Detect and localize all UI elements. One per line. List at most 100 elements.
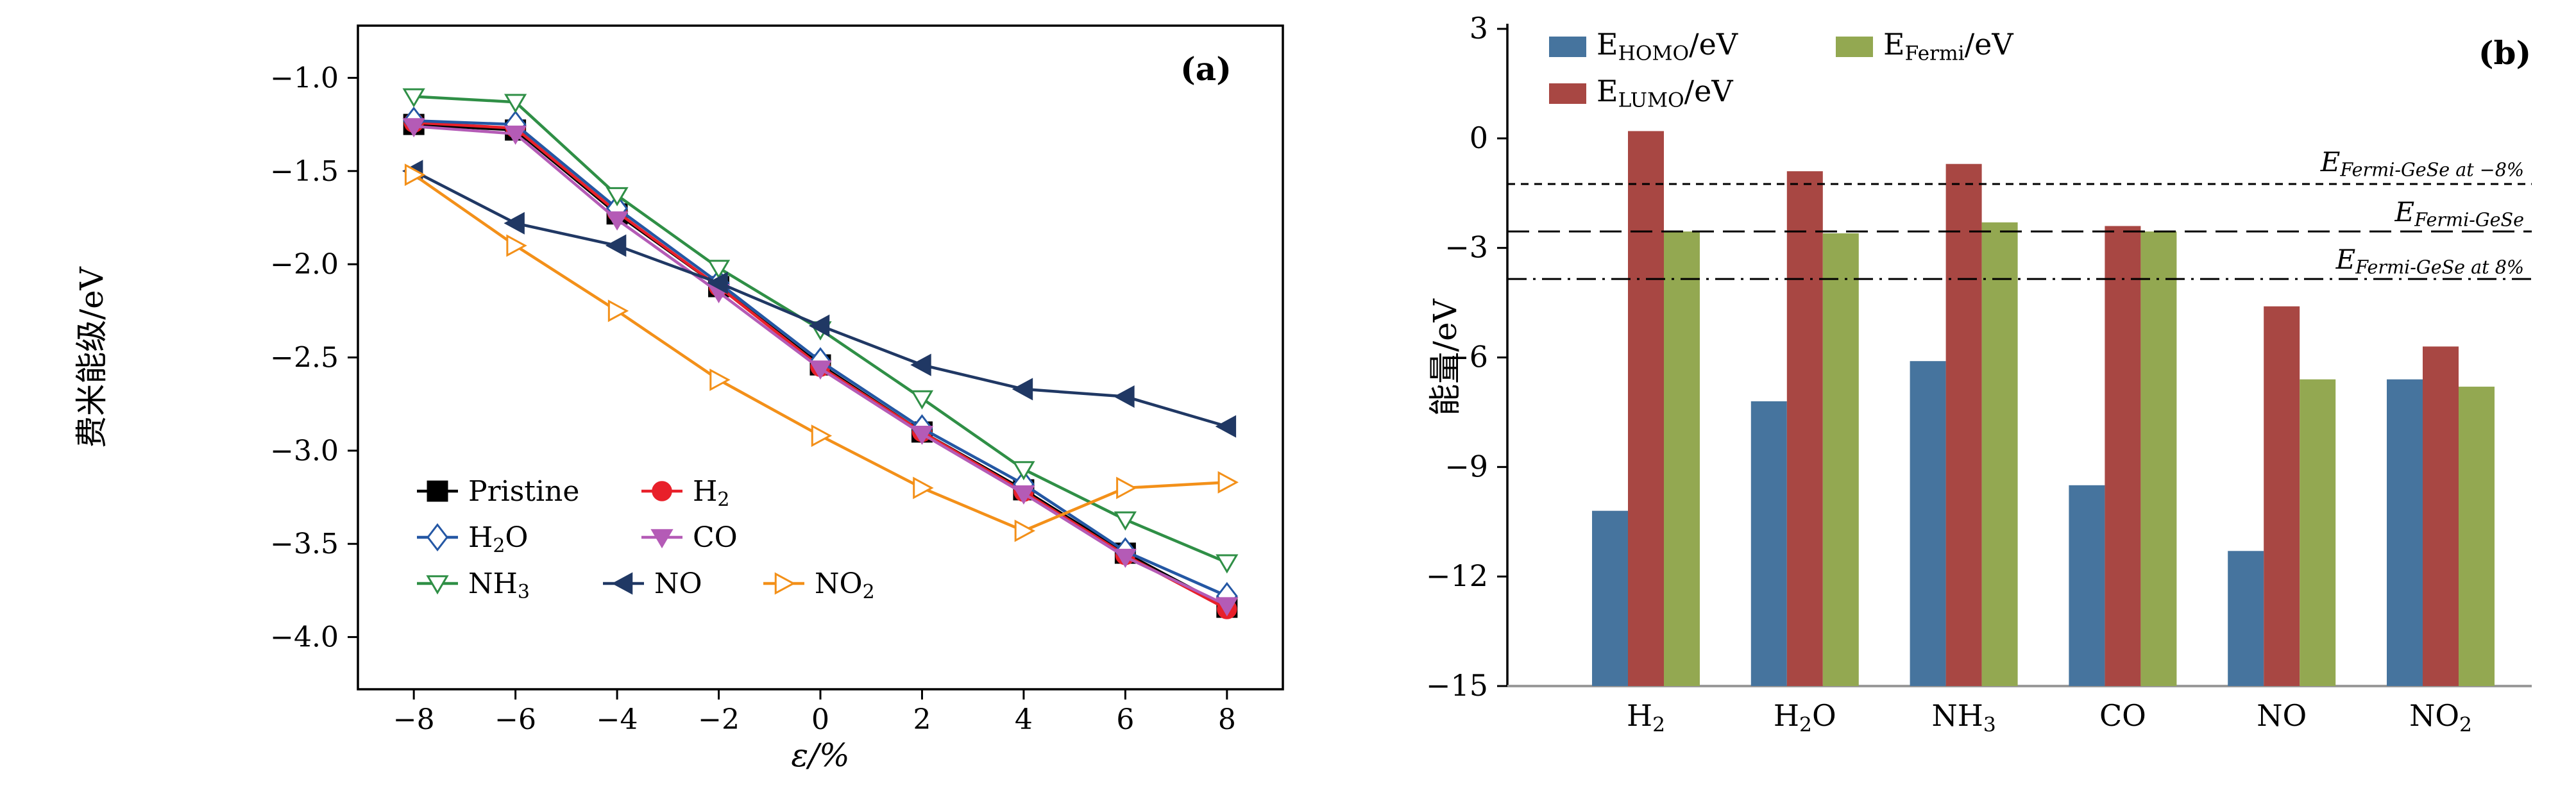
legend-marker-Pristine: [427, 480, 448, 502]
series-marker-NH3: [707, 260, 731, 280]
series-marker-NO: [808, 314, 830, 337]
series-marker-CO: [402, 118, 425, 138]
series-marker-NH3: [402, 88, 425, 108]
bar-E_LUMO-0: [1628, 131, 1664, 686]
series-marker-CO: [809, 360, 832, 380]
category-label: NO2: [2409, 698, 2472, 736]
series-marker-CO: [910, 425, 934, 445]
series-marker-NO2: [1116, 476, 1137, 499]
legend-item-E_HOMO: EHOMO/eV: [1549, 27, 1738, 65]
x-tick-label: −4: [597, 703, 638, 736]
bar-E_Fermi-1: [1822, 233, 1859, 686]
panel-b-chart: 3 0 −3 −6 −9 −12 −15 H2 H2O NH3 CO NO NO2 EFermi-GeSe…: [1426, 11, 2532, 736]
bar-E_HOMO-3: [2069, 485, 2105, 686]
legend-label-NO: NO: [654, 567, 702, 600]
legend-item-H2O: H2O: [417, 521, 528, 557]
bar-E_LUMO-5: [2423, 346, 2459, 686]
y-tick-label: −2.5: [270, 342, 339, 374]
legend-item-CO: CO: [641, 521, 738, 554]
legend-item-NO: NO: [603, 567, 702, 600]
y-tick-label: −12: [1426, 558, 1488, 593]
series-marker-NO2: [811, 424, 833, 448]
panel-label-b: (b): [2479, 34, 2531, 72]
legend-label-Pristine: Pristine: [468, 475, 579, 508]
bar-E_LUMO-1: [1786, 171, 1823, 686]
y-tick-label: −1.0: [270, 62, 339, 94]
legend-swatch-E_HOMO: [1549, 37, 1586, 57]
plot-frame: [357, 24, 1284, 691]
series-marker-NH3: [910, 390, 934, 410]
legend-swatch-E_LUMO: [1549, 83, 1586, 104]
y-tick-label: 0: [1470, 121, 1488, 155]
legend-item-E_LUMO: ELUMO/eV: [1549, 74, 1733, 112]
y-tick-label: −6: [1445, 340, 1488, 374]
bar-E_Fermi-4: [2300, 379, 2336, 686]
series-marker-NO2: [404, 163, 426, 187]
bar-E_HOMO-4: [2228, 551, 2264, 686]
bar-E_HOMO-0: [1592, 510, 1628, 686]
series-marker-NO: [910, 353, 931, 376]
bar-E_Fermi-3: [2140, 231, 2177, 687]
bar-E_Fermi-2: [1981, 222, 2018, 686]
category-label: NO: [2257, 698, 2307, 733]
series-marker-NH3: [1012, 461, 1035, 481]
bar-E_Fermi-5: [2459, 387, 2495, 686]
legend-marker-H2O: [427, 523, 448, 551]
series-marker-NH3: [606, 187, 629, 206]
legend-label-NO2: NO2: [815, 567, 875, 603]
y-tick-label: −1.5: [270, 155, 339, 188]
series-marker-NO: [1012, 378, 1033, 401]
series-marker-NO: [1114, 385, 1135, 408]
x-tick-label: 4: [1015, 703, 1033, 736]
legend-item-Pristine: Pristine: [417, 475, 579, 508]
legend-label-CO: CO: [693, 521, 738, 554]
bar-E_LUMO-2: [1945, 163, 1982, 686]
bar-E_HOMO-2: [1910, 361, 1946, 686]
series-line-NO: [413, 169, 1228, 428]
bar-E_Fermi-0: [1664, 231, 1700, 687]
series-marker-NH3: [1114, 511, 1137, 531]
category-label: NH3: [1931, 698, 1996, 736]
legend-item-E_Fermi: EFermi/eV: [1836, 27, 2013, 65]
series-marker-NO: [504, 212, 525, 235]
y-tick-label: −3: [1445, 230, 1488, 265]
y-axis-label: 费米能级/eV: [73, 266, 110, 448]
series-marker-NH3: [504, 94, 527, 113]
series-marker-CO: [606, 211, 629, 231]
bar-E_HOMO-5: [2387, 379, 2423, 686]
y-axis-label: 能量/eV: [1427, 298, 1464, 415]
y-tick-label: −15: [1426, 668, 1488, 703]
reference-label-1: EFermi-GeSe: [2394, 196, 2524, 231]
x-axis-label: ε/%: [791, 737, 849, 774]
panel-a-chart: −4.0 −3.5 −3.0 −2.5 −2.0 −1.5 −1.0 −8 −6 −4 −2 0 2 4 6…: [73, 24, 1284, 774]
series-marker-CO: [1216, 597, 1239, 617]
series-marker-NH3: [1216, 554, 1239, 574]
series-marker-CO: [1114, 548, 1137, 568]
legend-item-H2: H2: [641, 475, 729, 511]
y-tick-label: −3.5: [270, 528, 339, 560]
legend-marker-NH3: [426, 575, 449, 595]
bar-E_HOMO-1: [1750, 401, 1787, 686]
legend-label-NH3: NH3: [468, 567, 530, 603]
x-tick-label: −2: [698, 703, 740, 736]
legend-label-E_Fermi: EFermi/eV: [1883, 27, 2013, 65]
reference-label-0: EFermi-GeSe at −8%: [2320, 146, 2524, 181]
legend-marker-NO: [611, 572, 633, 595]
series-marker-NO2: [913, 476, 934, 499]
reference-label-2: EFermi-GeSe at 8%: [2335, 244, 2524, 278]
legend-marker-CO: [650, 529, 674, 549]
legend-marker-NO2: [774, 572, 796, 595]
panel-label-a: (a): [1180, 50, 1232, 88]
bar-E_LUMO-3: [2105, 226, 2141, 686]
y-tick-label: −9: [1445, 449, 1488, 483]
y-tick-label: −2.0: [270, 248, 339, 281]
series-marker-NO2: [506, 234, 527, 257]
x-tick-label: 0: [811, 703, 829, 736]
legend-label-E_HOMO: EHOMO/eV: [1597, 27, 1738, 65]
series-marker-CO: [504, 125, 527, 145]
series-marker-NO2: [1014, 519, 1036, 542]
series-marker-NO: [1215, 415, 1237, 438]
series-marker-NO2: [709, 368, 731, 391]
legend-label-H2: H2: [693, 475, 729, 511]
bar-E_LUMO-4: [2264, 306, 2300, 686]
